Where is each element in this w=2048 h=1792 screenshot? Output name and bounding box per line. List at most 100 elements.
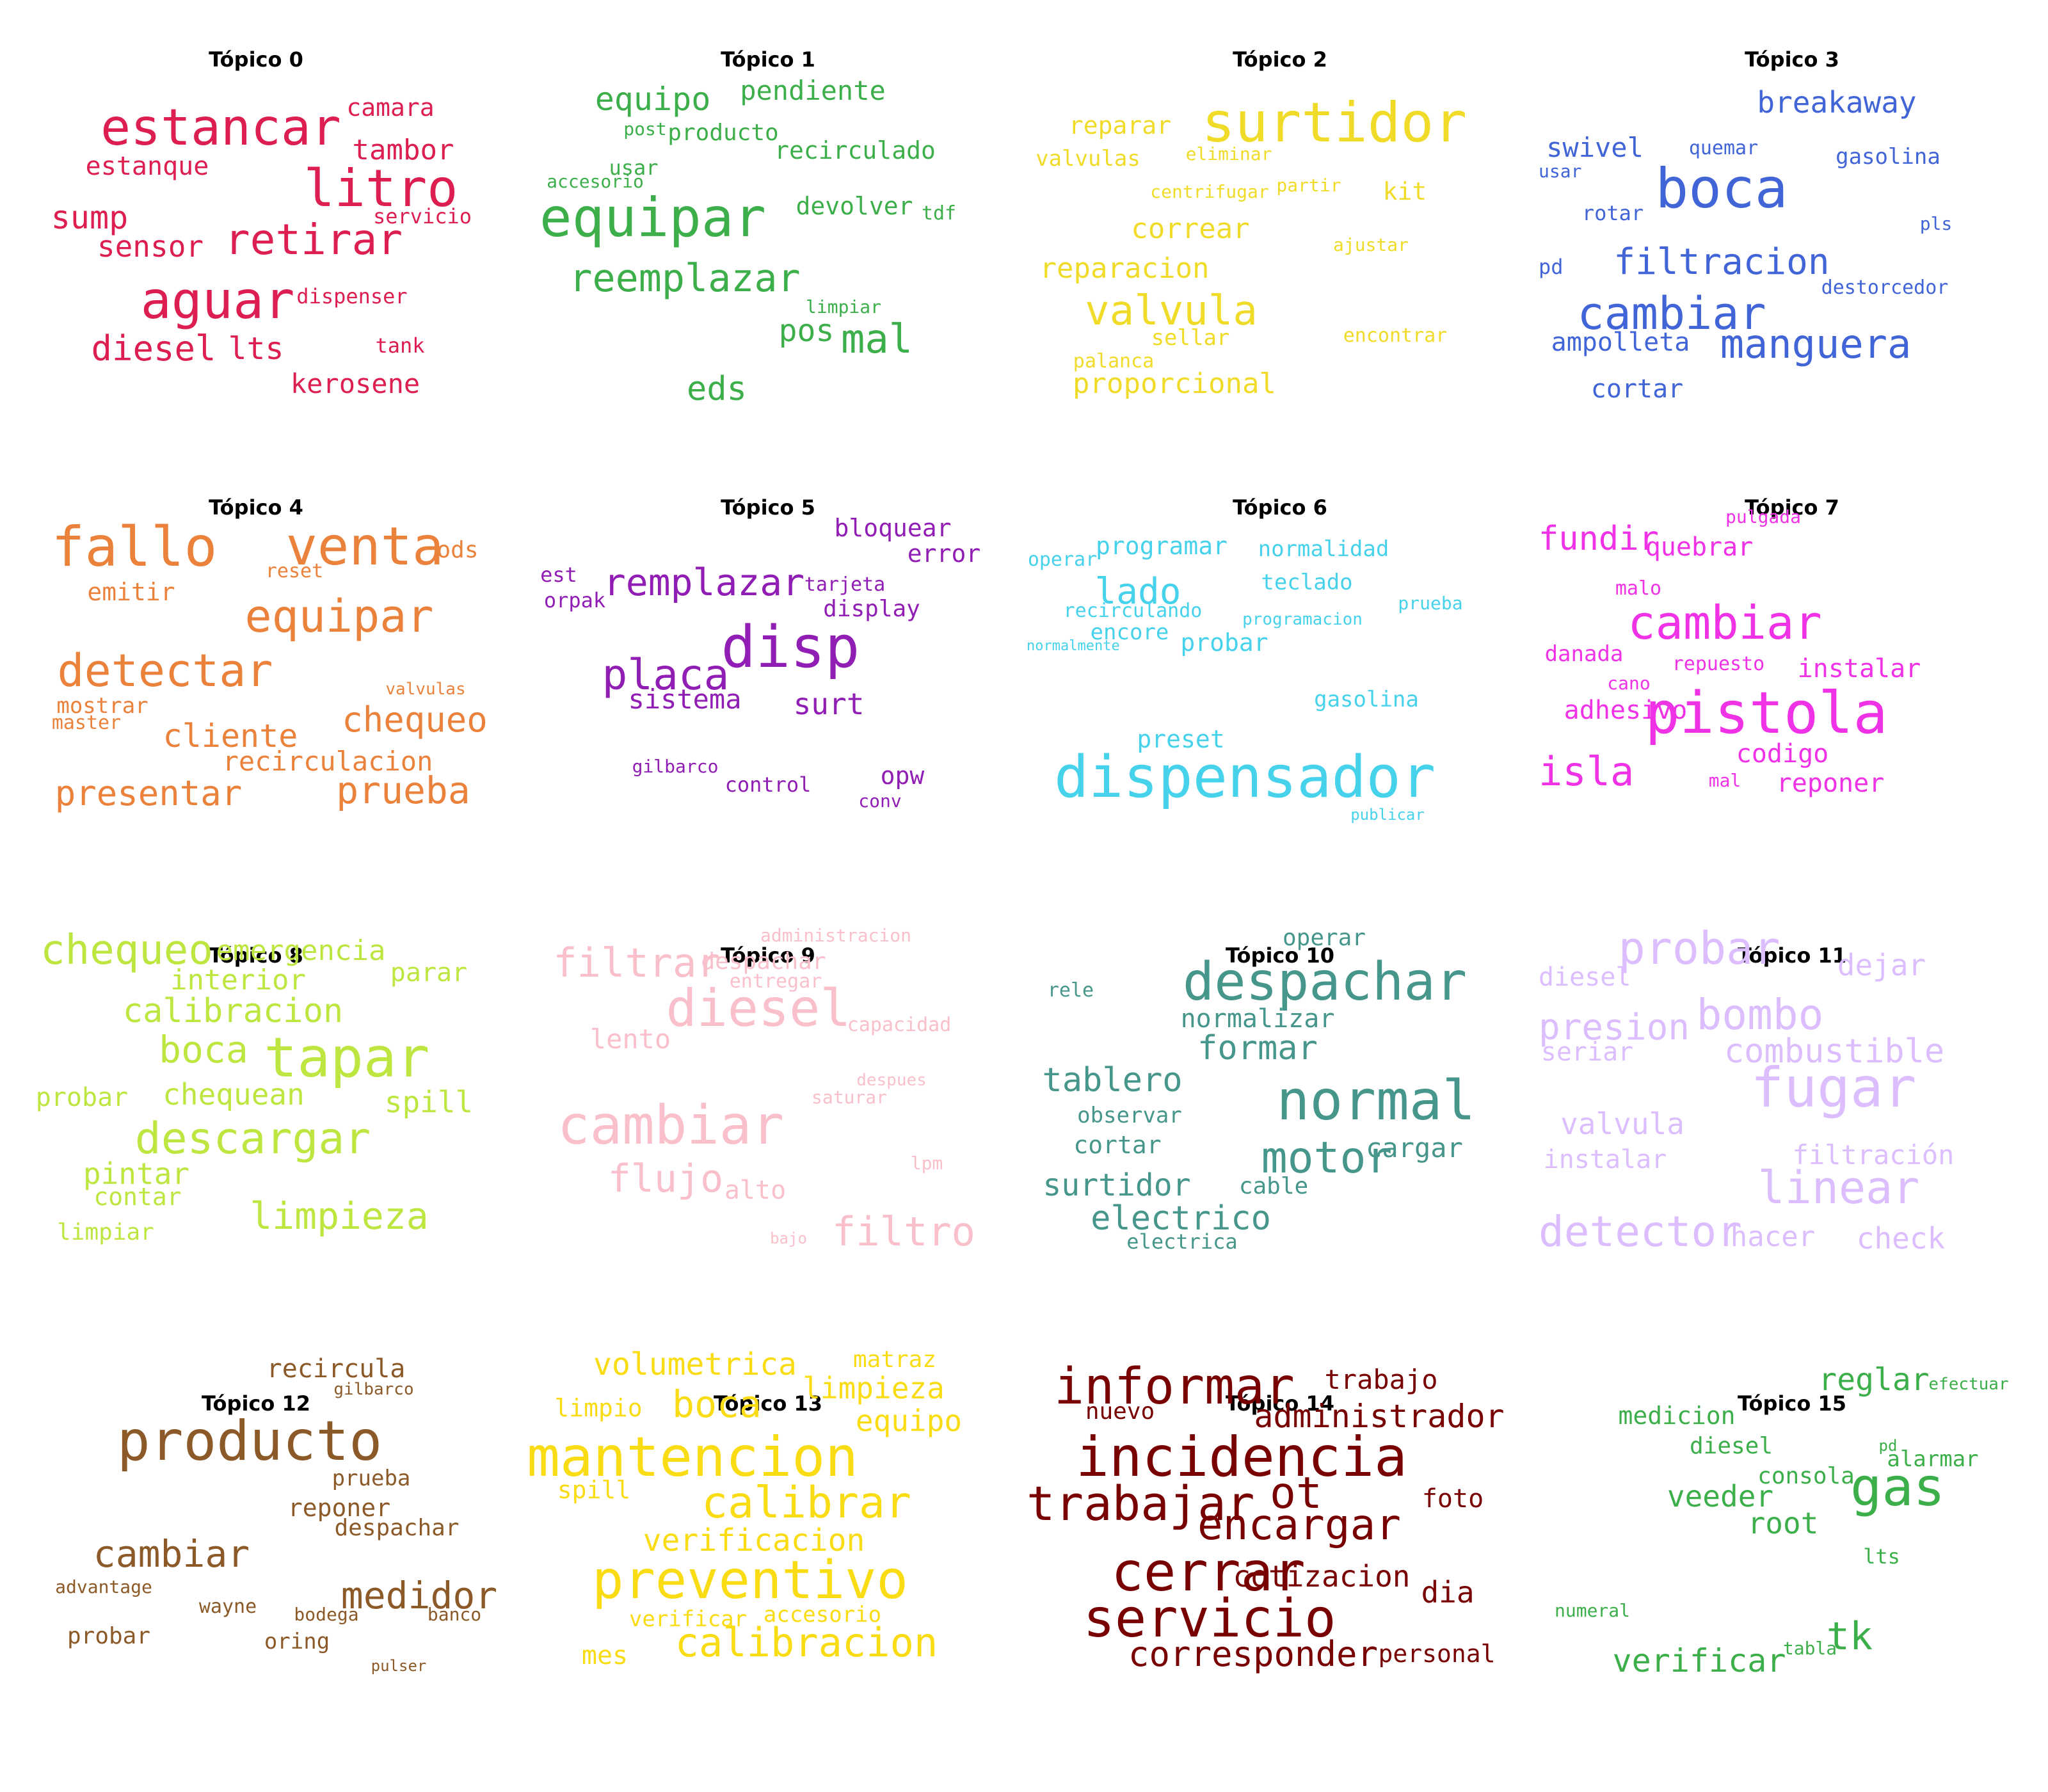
cloud-word: limpieza bbox=[803, 1371, 945, 1405]
cloud-word: tank bbox=[375, 333, 425, 358]
cloud-word: danada bbox=[1544, 641, 1624, 667]
cloud-word: valvula bbox=[1085, 287, 1258, 335]
cloud-word: recirculacion bbox=[222, 746, 433, 777]
cloud-word: pintar bbox=[83, 1156, 190, 1191]
cloud-word: litro bbox=[303, 159, 458, 218]
cloud-word: pistola bbox=[1645, 680, 1888, 747]
cloud-word: repuesto bbox=[1672, 653, 1765, 675]
cloud-word: swivel bbox=[1546, 132, 1644, 163]
topic-panel-4: Tópico 4 fallo venta equipar detectar chequeo… bbox=[0, 448, 512, 896]
cloud-word: equipar bbox=[539, 186, 767, 249]
cloud-word: diesel bbox=[666, 979, 851, 1038]
cloud-word: dispensador bbox=[1053, 744, 1436, 811]
cloud-word: opw bbox=[880, 762, 925, 790]
cloud-word: filtro bbox=[832, 1208, 975, 1255]
cloud-word: accesorio bbox=[547, 171, 644, 192]
cloud-word: dispenser bbox=[296, 284, 408, 308]
cloud-word: tk bbox=[1826, 1614, 1873, 1659]
cloud-word: cliente bbox=[163, 717, 298, 755]
cloud-word: surtidor bbox=[1043, 1167, 1191, 1203]
cloud-word: chequeo bbox=[40, 927, 213, 974]
cloud-word: producto bbox=[668, 120, 779, 146]
cloud-word: interior bbox=[170, 964, 306, 996]
cloud-word: lento bbox=[589, 1023, 671, 1055]
topic-panel-5: Tópico 5 disp placa remplazar sistema surt blo… bbox=[512, 448, 1024, 896]
cloud-word: fugar bbox=[1750, 1056, 1917, 1120]
word-cloud: disp placa remplazar sistema surt bloquear err… bbox=[512, 448, 1024, 896]
cloud-word: flujo bbox=[607, 1156, 724, 1201]
cloud-word: bombo bbox=[1696, 990, 1824, 1039]
cloud-word: probar bbox=[1618, 922, 1780, 975]
cloud-word: gasolina bbox=[1836, 144, 1940, 170]
cloud-word: publicar bbox=[1350, 806, 1425, 824]
cloud-word: boca bbox=[1655, 157, 1788, 221]
topic-title: Tópico 13 bbox=[713, 1391, 823, 1416]
cloud-word: fallo bbox=[51, 515, 218, 579]
cloud-word: verificar bbox=[628, 1606, 748, 1632]
cloud-word: encargar bbox=[1197, 1500, 1401, 1549]
cloud-word: quemar bbox=[1688, 137, 1759, 159]
cloud-word: combustible bbox=[1724, 1032, 1945, 1071]
cloud-word: servicio bbox=[372, 204, 472, 228]
cloud-word: cortar bbox=[1590, 374, 1684, 404]
cloud-word: isla bbox=[1539, 748, 1635, 795]
cloud-word: chequean bbox=[163, 1077, 305, 1112]
cloud-word: valvulas bbox=[1036, 146, 1140, 172]
topic-title: Tópico 2 bbox=[1233, 47, 1327, 72]
cloud-word: entregar bbox=[729, 970, 822, 993]
cloud-word: fundir bbox=[1539, 520, 1659, 558]
word-cloud: fugar probar bombo detector linear presion com… bbox=[1536, 896, 2048, 1344]
topic-title: Tópico 5 bbox=[721, 495, 815, 520]
cloud-word: sistema bbox=[628, 684, 742, 715]
cloud-word: display bbox=[823, 596, 920, 622]
cloud-word: despachar bbox=[334, 1515, 460, 1541]
topic-panel-13: Tópico 13 mantencion preventivo calibrar cal… bbox=[512, 1344, 1024, 1792]
cloud-word: ajustar bbox=[1332, 234, 1409, 255]
word-cloud: despachar normal motor formar tablero surtido… bbox=[1024, 896, 1536, 1344]
cloud-word: breakaway bbox=[1757, 85, 1917, 120]
topic-panel-8: Tópico 8 tapar descargar chequeo boca calibra… bbox=[0, 896, 512, 1344]
cloud-word: spill bbox=[557, 1476, 631, 1504]
cloud-word: trabajar bbox=[1026, 1476, 1255, 1532]
cloud-word: instalar bbox=[1543, 1145, 1667, 1174]
cloud-word: cortar bbox=[1073, 1131, 1162, 1159]
cloud-word: preventivo bbox=[592, 1550, 908, 1611]
cloud-word: lts bbox=[228, 331, 284, 367]
cloud-word: prueba bbox=[336, 769, 470, 812]
cloud-word: prueba bbox=[1398, 593, 1463, 614]
cloud-word: medicion bbox=[1618, 1402, 1736, 1430]
cloud-word: banco bbox=[427, 1604, 482, 1625]
cloud-word: est bbox=[540, 563, 577, 587]
cloud-word: surt bbox=[793, 687, 865, 721]
cloud-word: equipo bbox=[855, 1404, 963, 1438]
cloud-word: contar bbox=[93, 1183, 182, 1211]
cloud-word: sump bbox=[51, 199, 129, 236]
cloud-word: rotar bbox=[1581, 201, 1644, 225]
word-cloud: equipar reemplazar mal eds pos equipo pendient… bbox=[512, 0, 1024, 448]
cloud-word: bloquear bbox=[834, 514, 952, 542]
cloud-word: devolver bbox=[796, 192, 913, 220]
cloud-word: tdf bbox=[921, 202, 957, 225]
cloud-word: reemplazar bbox=[569, 256, 801, 301]
cloud-word: hacer bbox=[1730, 1220, 1816, 1253]
cloud-word: sensor bbox=[97, 229, 204, 264]
cloud-word: cano bbox=[1607, 673, 1651, 694]
cloud-word: remplazar bbox=[603, 561, 805, 604]
cloud-word: tabla bbox=[1782, 1638, 1837, 1659]
cloud-word: tablero bbox=[1042, 1061, 1183, 1100]
topic-panel-0: Tópico 0 estancar litro aguar retirar diesel l… bbox=[0, 0, 512, 448]
topic-panel-12: Tópico 12 producto cambiar medidor recircula… bbox=[0, 1344, 512, 1792]
cloud-word: normalidad bbox=[1258, 536, 1389, 562]
cloud-word: electrica bbox=[1126, 1229, 1238, 1254]
cloud-word: motor bbox=[1261, 1133, 1393, 1183]
cloud-word: producto bbox=[116, 1409, 383, 1473]
cloud-word: adhesivo bbox=[1564, 696, 1688, 725]
cloud-word: mes bbox=[581, 1641, 628, 1670]
cloud-word: emitir bbox=[87, 578, 175, 606]
cloud-word: limpiar bbox=[805, 296, 882, 317]
topic-title: Tópico 8 bbox=[209, 943, 303, 968]
cloud-word: servicio bbox=[1083, 1588, 1336, 1649]
cloud-word: retirar bbox=[224, 215, 403, 264]
cloud-word: oring bbox=[264, 1629, 330, 1654]
